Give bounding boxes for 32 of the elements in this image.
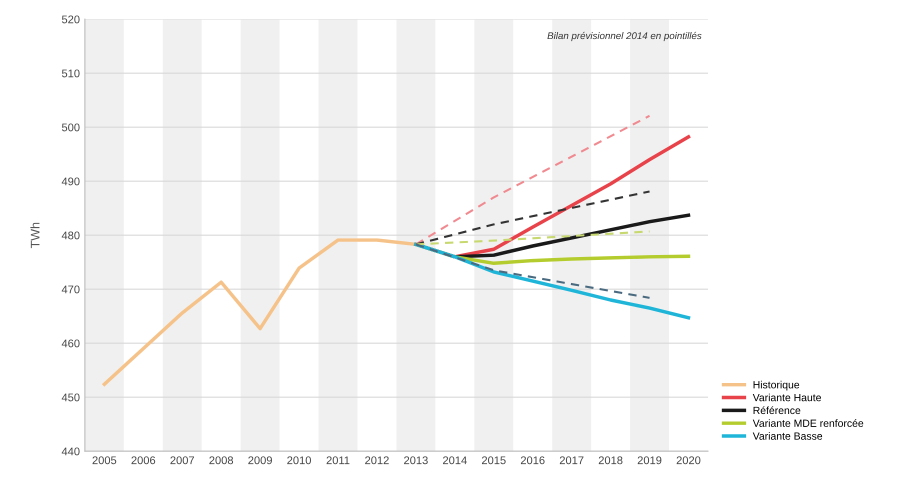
x-tick-label: 2020 — [676, 456, 700, 464]
x-tick-label: 2005 — [92, 456, 116, 464]
x-tick-label: 2007 — [170, 456, 194, 464]
y-tick-label: 510 — [62, 69, 80, 78]
y-tick-label: 450 — [62, 393, 80, 402]
x-tick-label: 2010 — [287, 456, 311, 464]
y-tick-label: 470 — [62, 285, 80, 294]
x-tick-label: 2017 — [560, 456, 584, 464]
y-tick-label: 460 — [62, 339, 80, 348]
legend-label: Historique — [754, 380, 800, 390]
x-tick-label: 2016 — [520, 456, 545, 464]
x-tick-label: 2018 — [598, 456, 622, 464]
y-axis-title: TWh — [30, 222, 40, 248]
x-tick-label: 2011 — [326, 456, 350, 464]
legend-label: Variante Haute — [752, 394, 821, 402]
y-tick-label: 520 — [62, 15, 80, 24]
x-tick-label: 2009 — [248, 456, 272, 464]
x-tick-label: 2006 — [131, 456, 156, 464]
x-tick-label: 2015 — [482, 456, 506, 464]
y-tick-label: 500 — [62, 123, 80, 132]
y-tick-label: 490 — [62, 177, 80, 186]
x-tick-label: 2019 — [638, 456, 662, 464]
y-tick-label: 480 — [62, 231, 80, 240]
x-tick-label: 2014 — [443, 456, 467, 464]
x-tick-label: 2008 — [209, 456, 234, 464]
legend-label: Référence — [754, 406, 800, 414]
annotation: Bilan prévisionnel 2014 en pointillés — [547, 32, 702, 42]
legend-label: Variante Basse — [752, 432, 822, 440]
y-tick-label: 440 — [62, 447, 80, 456]
x-tick-label: 2012 — [365, 456, 389, 464]
legend-label: Variante MDE renforcée — [752, 419, 864, 427]
x-tick-label: 2013 — [404, 456, 428, 464]
